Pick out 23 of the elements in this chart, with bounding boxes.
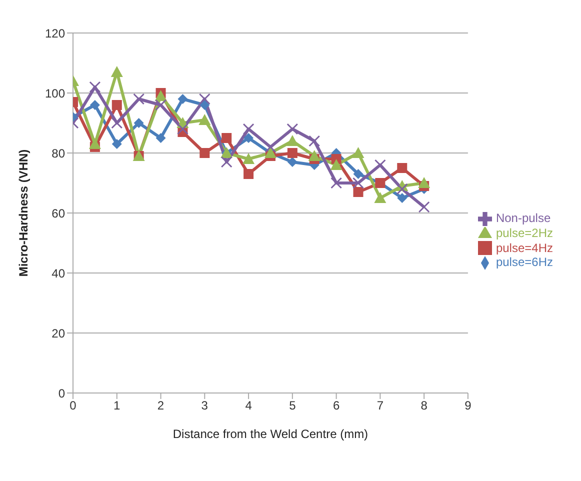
legend-label: Non-pulse bbox=[496, 210, 551, 225]
y-axis-title: Micro-Hardness (VHN) bbox=[16, 149, 30, 277]
y-tick-label: 80 bbox=[52, 146, 66, 160]
x-tick-label: 4 bbox=[245, 398, 252, 413]
x-axis-title: Distance from the Weld Centre (mm) bbox=[172, 427, 368, 441]
x-tick-label: 7 bbox=[376, 398, 384, 413]
y-tick-label: 100 bbox=[44, 86, 66, 100]
x-tick-label: 3 bbox=[201, 398, 208, 413]
x-tick-label: 6 bbox=[332, 398, 340, 413]
x-tick-label: 1 bbox=[114, 398, 121, 413]
y-tick-label: 40 bbox=[52, 266, 66, 280]
x-tick-label: 0 bbox=[70, 398, 77, 413]
x-tick-label: 8 bbox=[420, 398, 428, 413]
x-tick-label: 5 bbox=[289, 398, 296, 413]
y-tick-label: 0 bbox=[58, 386, 66, 400]
x-tick-label: 9 bbox=[464, 398, 472, 413]
y-tick-label: 20 bbox=[52, 326, 66, 340]
y-tick-label: 120 bbox=[44, 26, 66, 40]
x-tick-label: 2 bbox=[157, 398, 164, 413]
legend-label: pulse=6Hz bbox=[496, 255, 553, 270]
y-tick-label: 60 bbox=[52, 206, 66, 220]
legend-label: pulse=4Hz bbox=[496, 240, 553, 254]
legend-label: pulse=2Hz bbox=[496, 226, 553, 240]
